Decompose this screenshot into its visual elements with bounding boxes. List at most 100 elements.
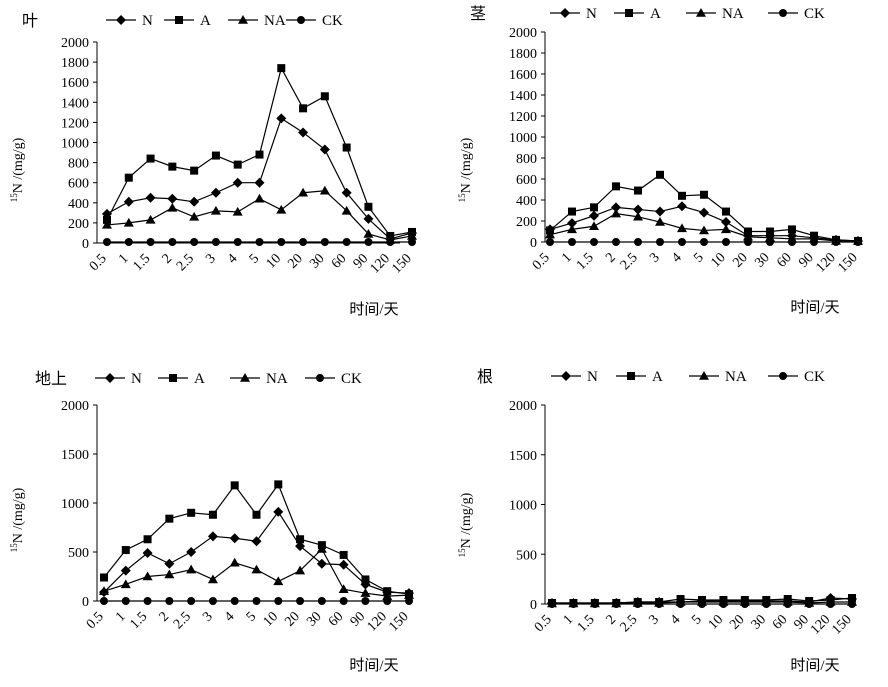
x-tick-label: 1.5 (575, 612, 598, 635)
data-point-NA (633, 211, 643, 221)
data-point-A (124, 173, 133, 182)
panel-label: 茎 (470, 5, 486, 23)
legend-marker-N (560, 8, 570, 18)
legend-marker-CK (779, 9, 787, 17)
legend-label-N: N (587, 369, 598, 385)
y-tick-label: 1400 (61, 96, 89, 111)
y-tick-label: 200 (516, 215, 537, 230)
data-point-CK (274, 597, 283, 605)
data-point-A (339, 550, 348, 559)
data-point-A (211, 151, 220, 160)
y-tick-label: 2000 (61, 36, 89, 51)
legend-marker-A (625, 9, 633, 17)
x-tick-label: 4 (668, 612, 684, 628)
data-point-CK (568, 238, 576, 246)
data-point-A (612, 182, 620, 191)
y-tick-label: 2000 (509, 26, 537, 41)
x-tick-label: 60 (326, 609, 347, 630)
legend-marker-NA (240, 373, 250, 382)
data-point-CK (633, 600, 642, 608)
data-point-CK (405, 597, 413, 605)
data-point-CK (744, 238, 752, 246)
x-tick-label: 30 (749, 612, 770, 633)
x-tick-label: 150 (829, 612, 854, 637)
panel-label: 根 (477, 368, 493, 386)
x-tick-label: 1 (116, 251, 132, 267)
data-point-NA (145, 214, 156, 224)
data-point-CK (810, 238, 818, 246)
data-point-CK (103, 237, 111, 246)
y-axis-label-text: N /(mg/g) (11, 487, 26, 543)
legend-label-N: N (131, 371, 142, 387)
data-point-CK (655, 600, 664, 608)
data-point-NA (404, 590, 414, 599)
data-point-NA (120, 579, 131, 589)
data-point-A (320, 92, 329, 101)
data-point-CK (277, 237, 286, 246)
data-point-CK (722, 238, 730, 246)
data-point-CK (252, 597, 261, 605)
data-point-A (788, 225, 796, 234)
y-tick-label: 800 (68, 157, 89, 172)
data-point-CK (320, 237, 329, 246)
x-tick-label: 90 (796, 250, 817, 271)
x-tick-label: 120 (368, 251, 393, 276)
data-point-NA (164, 569, 175, 579)
x-tick-label: 1.5 (574, 250, 597, 273)
x-tick-label: 30 (752, 250, 773, 271)
data-point-A (656, 170, 664, 179)
data-point-CK (678, 238, 686, 246)
x-tick-label: 5 (689, 612, 705, 628)
x-tick-label: 4 (222, 609, 238, 625)
data-point-CK (342, 237, 351, 246)
y-tick-label: 1600 (509, 68, 537, 83)
legend-label-A: A (200, 13, 211, 29)
legend-label-CK: CK (804, 6, 825, 22)
data-point-A (187, 508, 196, 517)
x-tick-label: 20 (730, 250, 751, 271)
y-axis-label: 15N /(mg/g) (457, 137, 474, 202)
legend-marker-A (627, 372, 635, 380)
y-axis-label-text: N /(mg/g) (459, 492, 474, 548)
data-point-N (164, 558, 175, 569)
y-tick-label: 0 (530, 236, 537, 251)
x-tick-label: 60 (329, 251, 350, 272)
data-point-NA (298, 187, 309, 197)
x-tick-label: 60 (770, 612, 791, 633)
data-point-CK (364, 237, 373, 246)
x-tick-label: 2 (160, 251, 176, 267)
data-point-CK (146, 237, 155, 246)
data-point-A (634, 186, 642, 195)
legend-marker-CK (316, 374, 324, 382)
y-axis-label-superscript: 15 (9, 543, 19, 553)
data-point-CK (826, 600, 835, 608)
data-point-N (273, 506, 284, 517)
legend-label-N: N (142, 13, 153, 29)
x-tick-label: 2.5 (174, 251, 197, 274)
data-point-CK (408, 237, 416, 246)
data-point-NA (363, 228, 374, 238)
data-point-CK (187, 597, 196, 605)
x-tick-label: 5 (691, 250, 707, 266)
legend-label-NA: NA (725, 369, 747, 385)
y-tick-label: 800 (516, 152, 537, 167)
legend-marker-A (169, 374, 177, 382)
data-point-A (274, 480, 283, 489)
data-point-NA (360, 588, 371, 597)
x-tick-label: 1 (559, 250, 575, 266)
x-tick-label: 150 (389, 251, 414, 276)
data-point-N (316, 558, 327, 569)
data-point-CK (854, 238, 862, 246)
data-point-N (254, 177, 265, 188)
data-point-A (208, 510, 217, 519)
data-point-NA (721, 224, 731, 234)
data-point-CK (255, 237, 264, 246)
x-tick-label: 90 (348, 609, 369, 630)
x-tick-label: 30 (307, 251, 328, 272)
y-tick-label: 400 (516, 194, 537, 209)
data-point-NA (210, 205, 221, 215)
data-point-CK (383, 597, 392, 605)
data-point-A (168, 162, 177, 171)
y-tick-label: 2000 (509, 399, 537, 414)
